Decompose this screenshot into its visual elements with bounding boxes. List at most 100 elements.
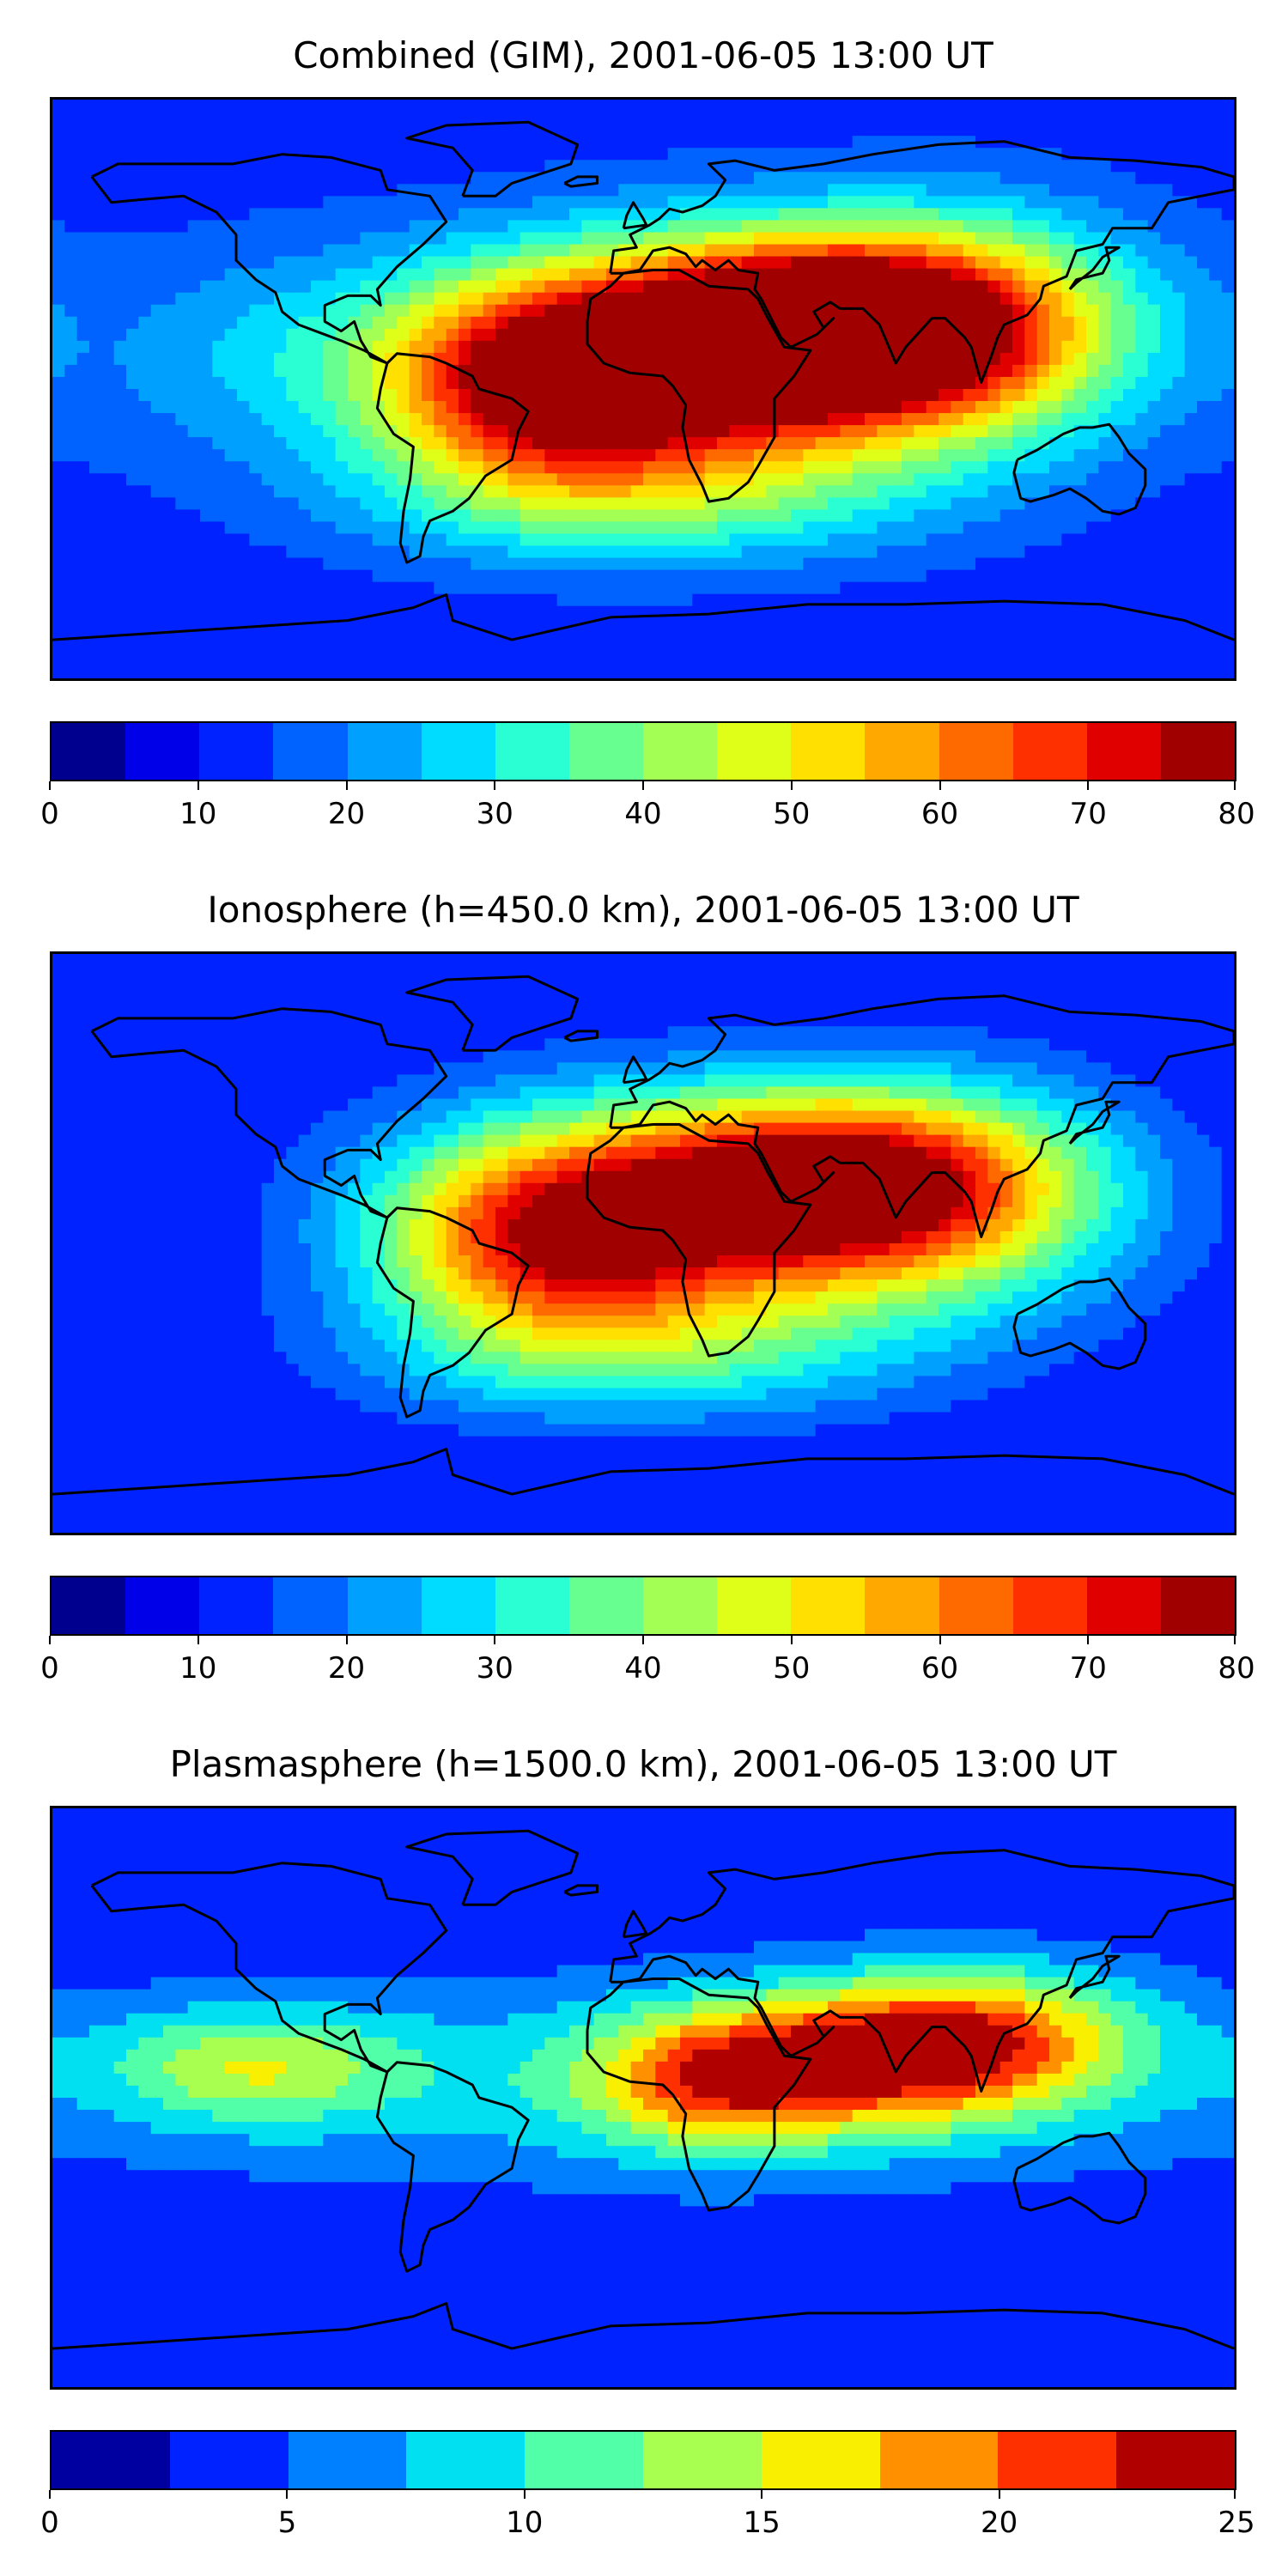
heatmap-cell (569, 990, 582, 1003)
heatmap-cell (889, 232, 902, 246)
heatmap-cell (999, 292, 1013, 306)
heatmap-cell (889, 244, 902, 258)
heatmap-cell (348, 533, 361, 547)
heatmap-cell (459, 160, 471, 173)
heatmap-cell (939, 521, 951, 535)
heatmap-cell (1012, 124, 1025, 137)
heatmap-cell (1221, 292, 1234, 306)
heatmap-cell (323, 437, 337, 450)
heatmap-cell (483, 665, 496, 678)
heatmap-cell (1184, 220, 1198, 234)
heatmap-cell (1209, 437, 1223, 450)
heatmap-cell (422, 401, 434, 414)
heatmap-cell (200, 256, 213, 270)
heatmap-cell (495, 148, 508, 161)
heatmap-cell (914, 641, 927, 655)
heatmap-cell (138, 629, 152, 643)
heatmap-cell (630, 449, 644, 462)
heatmap-cell (1086, 617, 1099, 631)
heatmap-cell (618, 533, 632, 547)
heatmap-cell (1135, 256, 1149, 270)
heatmap-cell (630, 653, 644, 667)
heatmap-cell (680, 340, 693, 354)
heatmap-cell (754, 340, 767, 354)
heatmap-cell (76, 208, 90, 222)
heatmap-cell (175, 413, 189, 426)
heatmap-cell (101, 593, 115, 607)
heatmap-cell (877, 533, 890, 547)
heatmap-cell (187, 112, 201, 125)
heatmap-cell (593, 978, 607, 991)
heatmap-cell (667, 461, 681, 474)
heatmap-cell (519, 990, 533, 1003)
heatmap-cell (815, 184, 829, 197)
heatmap-cell (840, 220, 854, 234)
heatmap-cell (1184, 593, 1198, 607)
heatmap-cell (483, 124, 496, 137)
heatmap-cell (459, 461, 471, 474)
heatmap-cell (778, 364, 792, 378)
heatmap-cell (1197, 316, 1210, 330)
heatmap-cell (987, 172, 1001, 185)
heatmap-cell (224, 966, 238, 979)
heatmap-cell (778, 521, 792, 535)
heatmap-cell (889, 340, 902, 354)
heatmap-cell (987, 978, 1001, 991)
heatmap-cell (471, 653, 484, 667)
heatmap-cell (951, 617, 964, 631)
heatmap-cell (975, 280, 988, 294)
heatmap-cell (1172, 641, 1186, 655)
heatmap-cell (372, 557, 386, 571)
heatmap-cell (840, 665, 854, 678)
heatmap-cell (1197, 629, 1210, 643)
heatmap-cell (397, 533, 410, 547)
heatmap-cell (89, 196, 102, 209)
heatmap-cell (89, 340, 102, 354)
heatmap-cell (348, 172, 361, 185)
heatmap-cell (1123, 954, 1136, 967)
heatmap-cell (138, 617, 152, 631)
heatmap-cell (680, 160, 693, 173)
heatmap-cell (1049, 653, 1062, 667)
heatmap-cell (519, 605, 533, 619)
heatmap-cell (385, 364, 398, 378)
heatmap-cell (311, 629, 324, 643)
heatmap-cell (766, 665, 780, 678)
colorbar-tick (197, 781, 199, 790)
heatmap-cell (630, 569, 644, 583)
heatmap-cell (385, 449, 398, 462)
heatmap-cell (409, 364, 422, 378)
heatmap-cell (348, 232, 361, 246)
heatmap-cell (926, 665, 939, 678)
heatmap-cell (926, 425, 939, 438)
heatmap-cell (704, 316, 718, 330)
heatmap-cell (372, 112, 386, 125)
heatmap-cell (1197, 364, 1210, 378)
heatmap-cell (200, 340, 213, 354)
heatmap-cell (348, 376, 361, 390)
heatmap-cell (655, 617, 669, 631)
heatmap-cell (643, 376, 656, 390)
heatmap-cell (1135, 376, 1149, 390)
heatmap-cell (348, 196, 361, 209)
heatmap-cell (729, 268, 743, 282)
heatmap-cell (791, 268, 804, 282)
heatmap-cell (519, 653, 533, 667)
heatmap-cell (249, 376, 263, 390)
heatmap-cell (667, 545, 681, 559)
heatmap-cell (544, 497, 558, 511)
heatmap-cell (261, 364, 275, 378)
heatmap-cell (409, 256, 422, 270)
heatmap-cell (532, 196, 545, 209)
heatmap-cell (52, 160, 65, 173)
heatmap-cell (89, 437, 102, 450)
heatmap-cell (237, 557, 250, 571)
heatmap-cell (1012, 533, 1025, 547)
heatmap-cell (655, 352, 669, 366)
heatmap-cell (593, 100, 607, 112)
heatmap-cell (434, 376, 447, 390)
heatmap-cell (138, 389, 152, 402)
heatmap-cell (261, 196, 275, 209)
heatmap-cell (348, 449, 361, 462)
heatmap-cell (606, 497, 619, 511)
